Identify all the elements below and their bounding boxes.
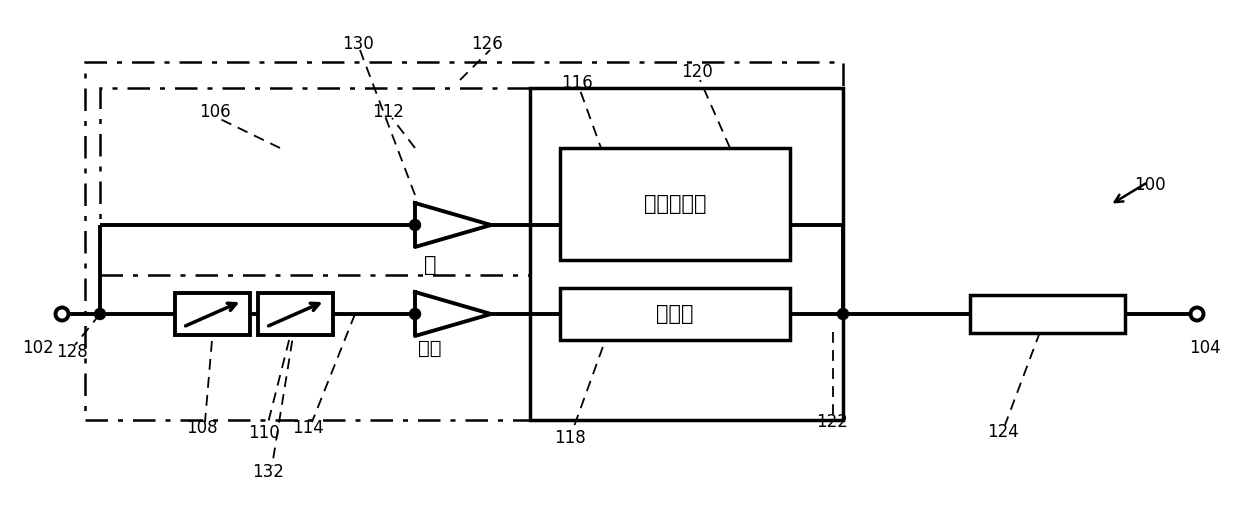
Text: 122: 122 bbox=[816, 413, 848, 431]
Circle shape bbox=[837, 309, 848, 319]
Text: 128: 128 bbox=[56, 343, 88, 361]
Text: 104: 104 bbox=[1189, 339, 1221, 357]
Text: 126: 126 bbox=[471, 35, 503, 53]
Text: 峰値: 峰値 bbox=[418, 338, 441, 358]
Circle shape bbox=[1190, 308, 1204, 320]
Text: 主: 主 bbox=[424, 255, 436, 275]
Bar bbox=[86, 62, 843, 420]
Bar bbox=[100, 88, 529, 275]
Text: 124: 124 bbox=[987, 423, 1019, 441]
Text: 132: 132 bbox=[252, 463, 284, 481]
Text: 110: 110 bbox=[248, 424, 280, 442]
Bar bbox=[175, 293, 250, 335]
Text: 100: 100 bbox=[1135, 176, 1166, 194]
Circle shape bbox=[409, 219, 420, 231]
Circle shape bbox=[409, 309, 420, 319]
Text: 变压器: 变压器 bbox=[656, 304, 693, 324]
Text: 118: 118 bbox=[554, 429, 585, 447]
Bar bbox=[560, 288, 790, 340]
Text: 116: 116 bbox=[562, 74, 593, 92]
Text: 阻抗逆变器: 阻抗逆变器 bbox=[644, 194, 707, 214]
Text: 108: 108 bbox=[186, 419, 218, 437]
Bar bbox=[258, 293, 334, 335]
Circle shape bbox=[56, 308, 68, 320]
Bar bbox=[970, 295, 1125, 333]
Bar bbox=[529, 88, 843, 420]
Text: 130: 130 bbox=[342, 35, 374, 53]
Text: 102: 102 bbox=[22, 339, 53, 357]
Text: 112: 112 bbox=[372, 103, 404, 121]
Text: 120: 120 bbox=[681, 63, 713, 81]
Polygon shape bbox=[415, 203, 491, 247]
Circle shape bbox=[94, 309, 105, 319]
Text: 106: 106 bbox=[200, 103, 231, 121]
Text: 114: 114 bbox=[293, 419, 324, 437]
Bar bbox=[560, 148, 790, 260]
Polygon shape bbox=[415, 292, 491, 336]
